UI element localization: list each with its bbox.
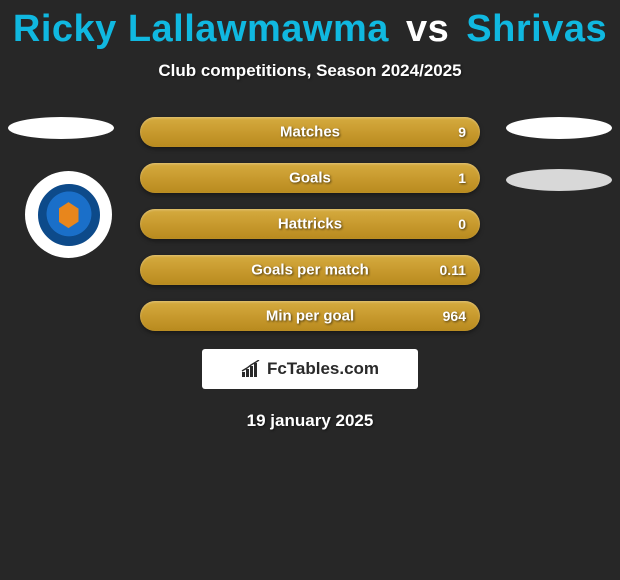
stat-row-matches: Matches 9 [140,117,480,147]
stat-row-goals-per-match: Goals per match 0.11 [140,255,480,285]
stat-row-goals: Goals 1 [140,163,480,193]
club-logo-emblem [38,184,100,246]
vs-separator: vs [406,8,449,50]
stat-value: 0.11 [440,262,466,278]
stats-section: Matches 9 Goals 1 Hattricks 0 Goals per … [0,117,620,431]
page-title: Ricky Lallawmawma vs Shrivas [0,0,620,51]
stat-row-hattricks: Hattricks 0 [140,209,480,239]
date-text: 19 january 2025 [0,411,620,431]
stat-value: 1 [458,170,466,186]
player1-name: Ricky Lallawmawma [13,8,389,50]
stat-row-min-per-goal: Min per goal 964 [140,301,480,331]
stat-label: Goals [289,170,331,187]
club-logo [25,171,112,258]
stat-label: Min per goal [266,308,354,325]
stat-value: 0 [458,216,466,232]
branding-box: FcTables.com [202,349,418,389]
stat-value: 964 [443,308,466,324]
branding-text: FcTables.com [267,359,379,379]
stat-label: Matches [280,124,340,141]
stat-label: Hattricks [278,216,342,233]
stat-rows: Matches 9 Goals 1 Hattricks 0 Goals per … [140,117,480,331]
chart-bars-icon [241,360,263,378]
stat-label: Goals per match [251,262,369,279]
player2-name: Shrivas [466,8,607,50]
stat-value: 9 [458,124,466,140]
player1-badge-placeholder [8,117,114,139]
player2-badge-placeholder-1 [506,117,612,139]
subtitle: Club competitions, Season 2024/2025 [0,61,620,81]
player2-badge-placeholder-2 [506,169,612,191]
